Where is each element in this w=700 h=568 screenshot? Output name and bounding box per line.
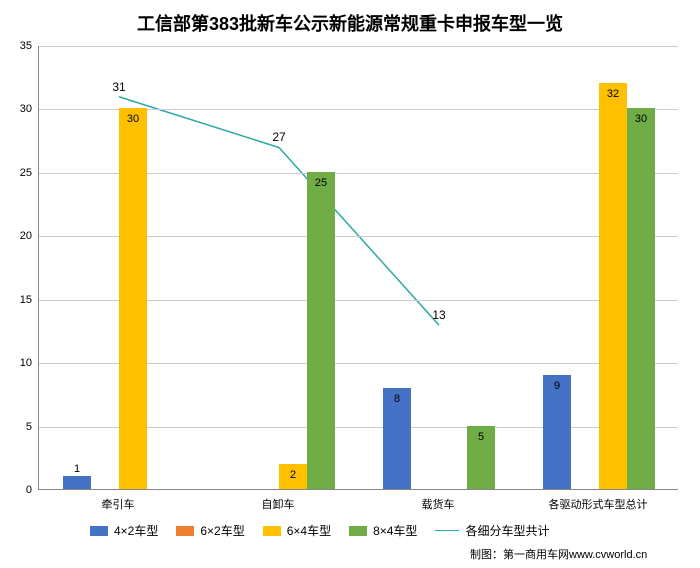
line-value-label: 31 xyxy=(112,80,125,94)
y-axis-label: 20 xyxy=(8,230,32,242)
x-axis-label: 自卸车 xyxy=(198,496,358,512)
legend-label: 6×2车型 xyxy=(200,522,244,539)
legend-swatch xyxy=(263,526,281,536)
y-axis-label: 5 xyxy=(8,421,32,433)
x-axis-label: 牵引车 xyxy=(38,496,198,512)
legend-label: 6×4车型 xyxy=(287,522,331,539)
bar-value-label: 30 xyxy=(127,113,139,125)
y-axis-label: 25 xyxy=(8,167,32,179)
bar xyxy=(119,108,147,489)
legend-item: 6×2车型 xyxy=(176,522,244,539)
legend-label: 8×4车型 xyxy=(373,522,417,539)
chart-container: 工信部第383批新车公示新能源常规重卡申报车型一览 13022585932303… xyxy=(0,0,700,568)
legend-label: 4×2车型 xyxy=(114,522,158,539)
y-axis-label: 30 xyxy=(8,103,32,115)
y-axis-label: 10 xyxy=(8,357,32,369)
line-value-label: 27 xyxy=(272,131,285,145)
legend-label: 各细分车型共计 xyxy=(465,522,549,539)
x-axis-label: 载货车 xyxy=(358,496,518,512)
bar xyxy=(63,476,91,489)
bar xyxy=(627,108,655,489)
x-axis-label: 各驱动形式车型总计 xyxy=(518,496,678,512)
legend-item: 6×4车型 xyxy=(263,522,331,539)
bar-value-label: 1 xyxy=(74,463,80,475)
bar xyxy=(543,375,571,489)
bar xyxy=(599,83,627,489)
legend-item: 各细分车型共计 xyxy=(435,522,549,539)
bar-value-label: 25 xyxy=(315,177,327,189)
credit-text: 制图：第一商用车网www.cvworld.cn xyxy=(470,546,647,562)
bar-value-label: 8 xyxy=(394,393,400,405)
bar-value-label: 2 xyxy=(290,469,296,481)
y-axis-label: 0 xyxy=(8,484,32,496)
legend-swatch xyxy=(90,526,108,536)
plot-area: 1 30 2 25 8 5 9 32 30 31 27 13 xyxy=(38,46,678,490)
legend-swatch xyxy=(176,526,194,536)
legend-swatch xyxy=(349,526,367,536)
bar xyxy=(307,172,335,489)
legend-line-icon xyxy=(435,530,459,531)
legend-item: 8×4车型 xyxy=(349,522,417,539)
legend: 4×2车型 6×2车型 6×4车型 8×4车型 各细分车型共计 xyxy=(90,522,549,539)
bar-value-label: 5 xyxy=(478,431,484,443)
y-axis-label: 15 xyxy=(8,294,32,306)
bar-value-label: 9 xyxy=(554,380,560,392)
gridline xyxy=(39,46,678,47)
y-axis-label: 35 xyxy=(8,40,32,52)
bar-value-label: 30 xyxy=(635,113,647,125)
legend-item: 4×2车型 xyxy=(90,522,158,539)
chart-title: 工信部第383批新车公示新能源常规重卡申报车型一览 xyxy=(10,10,690,36)
line-value-label: 13 xyxy=(432,308,445,322)
bar-value-label: 32 xyxy=(607,88,619,100)
